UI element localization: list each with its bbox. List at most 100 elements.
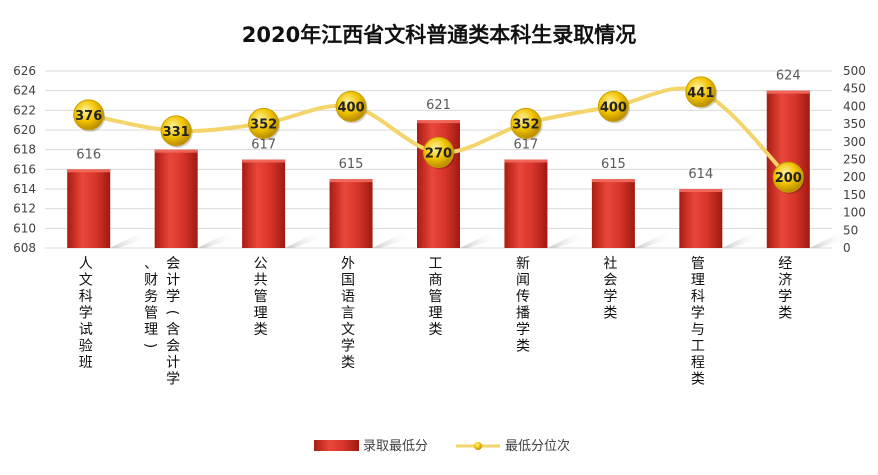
y-left-tick-label: 624 <box>13 84 36 98</box>
chart-title: 2020年江西省文科普通类本科生录取情况 <box>242 23 636 47</box>
x-tick-char: 理 <box>691 273 705 289</box>
line-series: 376 331 352 400 270 352 400 441 200 <box>73 76 805 195</box>
x-tick-char: 人 <box>79 256 93 272</box>
x-tick-char: 学 <box>166 289 180 305</box>
line-marker <box>423 136 454 168</box>
y-right-tick-label: 200 <box>843 170 866 184</box>
x-tick-char: 学 <box>341 339 355 355</box>
bar-shadows <box>110 234 848 248</box>
x-tick-char: 管 <box>144 306 158 322</box>
x-tick-char: 新 <box>516 256 530 272</box>
bar-data-label: 624 <box>776 69 801 84</box>
bar-data-label: 617 <box>514 138 539 153</box>
bar-series <box>67 90 810 249</box>
y-left-tick-label: 614 <box>13 182 36 196</box>
x-tick-char: 财 <box>144 273 158 289</box>
y-right-tick-label: 450 <box>843 82 866 96</box>
x-tick-char: 会 <box>166 256 180 272</box>
legend-line-label: 最低分位次 <box>505 438 570 454</box>
y-right-tick-label: 300 <box>843 135 866 149</box>
line-marker <box>160 115 192 147</box>
legend-bar-swatch <box>314 440 359 451</box>
bar-shadow <box>372 234 411 248</box>
bar-shadow <box>460 234 498 248</box>
line-data-label: 400 <box>337 100 364 115</box>
x-tick-char: 语 <box>341 289 355 305</box>
bar <box>67 169 111 248</box>
bar-shadow <box>809 234 848 248</box>
x-tick-char: 学 <box>691 306 705 322</box>
bar-top-highlight <box>591 179 635 183</box>
bar-shadow <box>634 234 673 248</box>
x-tick-char: 学 <box>516 322 530 338</box>
bar-top-highlight <box>329 179 373 183</box>
x-tick-char: 理 <box>144 322 158 338</box>
bar-data-label: 614 <box>688 167 713 182</box>
x-tick-char: 类 <box>603 306 617 322</box>
bar <box>154 149 198 248</box>
x-tick-char: 计 <box>166 273 180 289</box>
bar-data-label: 615 <box>601 157 626 172</box>
y-right-tick-label: 100 <box>843 206 866 220</box>
line-marker <box>597 90 629 122</box>
line-marker <box>772 161 804 193</box>
y-left-tick-label: 608 <box>13 241 36 255</box>
bar-data-labels: 616618617615621617615614624 <box>76 69 800 182</box>
x-tick-char: 类 <box>429 322 443 338</box>
bar-top-highlight <box>766 90 810 94</box>
bar-shadow <box>285 234 324 248</box>
x-tick-char: 类 <box>254 322 268 338</box>
x-tick-char: 外 <box>341 256 355 272</box>
x-tick-char: 管 <box>429 289 443 305</box>
bar <box>329 179 373 248</box>
bar-top-highlight <box>67 169 111 173</box>
x-tick-char: 试 <box>79 322 93 338</box>
x-tick-char: 理 <box>429 306 443 322</box>
y-right-tick-label: 250 <box>843 153 866 167</box>
line-data-label: 376 <box>75 109 102 124</box>
line-data-label: 352 <box>250 117 277 132</box>
x-tick-char: 与 <box>691 322 705 338</box>
y-axis-right: 0 50 100 150 200 250 300 350 400 450 500 <box>843 64 866 255</box>
x-tick-char: 会 <box>166 339 180 355</box>
x-tick-char: 济 <box>778 273 792 289</box>
x-axis-labels: 人文科学试验班会计学(含会计学、财务管理)公共管理类外国语言文学类工商管理类新闻… <box>79 256 793 388</box>
x-tick-char: 理 <box>254 306 268 322</box>
bar <box>504 159 548 248</box>
x-tick-char: 班 <box>79 355 93 371</box>
y-right-tick-label: 50 <box>843 223 858 237</box>
x-tick-char: 学 <box>79 306 93 322</box>
line-marker <box>335 90 367 122</box>
x-tick-char: 言 <box>341 306 355 322</box>
x-tick-char: 务 <box>144 289 158 305</box>
legend: 录取最低分 最低分位次 <box>314 438 570 454</box>
line-marker <box>510 107 542 139</box>
x-tick-char: 含 <box>166 322 180 338</box>
line-data-label: 441 <box>687 86 714 101</box>
x-tick-char: 学 <box>166 372 180 388</box>
x-tick-char: 社 <box>603 256 617 272</box>
x-tick-char: 国 <box>341 273 355 289</box>
bar-data-label: 617 <box>251 138 276 153</box>
y-left-tick-label: 626 <box>13 64 36 78</box>
x-tick-char: 公 <box>254 256 268 272</box>
x-tick-char: 工 <box>429 256 443 272</box>
bar-top-highlight <box>679 189 723 192</box>
y-right-tick-label: 500 <box>843 64 866 78</box>
x-tick-char: 程 <box>691 355 705 371</box>
x-tick-char: 、 <box>144 256 158 272</box>
x-tick-char: 类 <box>691 372 705 388</box>
line-data-label: 200 <box>775 171 802 186</box>
bar <box>591 179 635 248</box>
bar-top-highlight <box>154 149 198 153</box>
y-right-tick-label: 0 <box>843 241 851 255</box>
line-marker <box>73 99 105 131</box>
